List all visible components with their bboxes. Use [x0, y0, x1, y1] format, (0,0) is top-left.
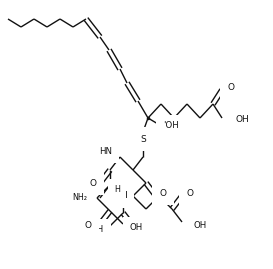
Text: N: N [120, 192, 127, 200]
Text: HN: HN [99, 147, 112, 157]
Text: OH: OH [90, 225, 104, 235]
Text: OH: OH [193, 221, 206, 229]
Text: O: O [227, 83, 235, 93]
Text: OH: OH [130, 224, 143, 232]
Text: O: O [186, 189, 194, 199]
Text: O: O [140, 221, 147, 229]
Text: 'OH: 'OH [163, 122, 179, 130]
Text: NH₂: NH₂ [72, 193, 87, 203]
Text: O: O [90, 179, 96, 187]
Text: O: O [159, 189, 167, 197]
Text: O: O [85, 221, 91, 231]
Text: S: S [140, 134, 146, 143]
Text: OH: OH [235, 115, 249, 125]
Text: H: H [114, 186, 120, 194]
